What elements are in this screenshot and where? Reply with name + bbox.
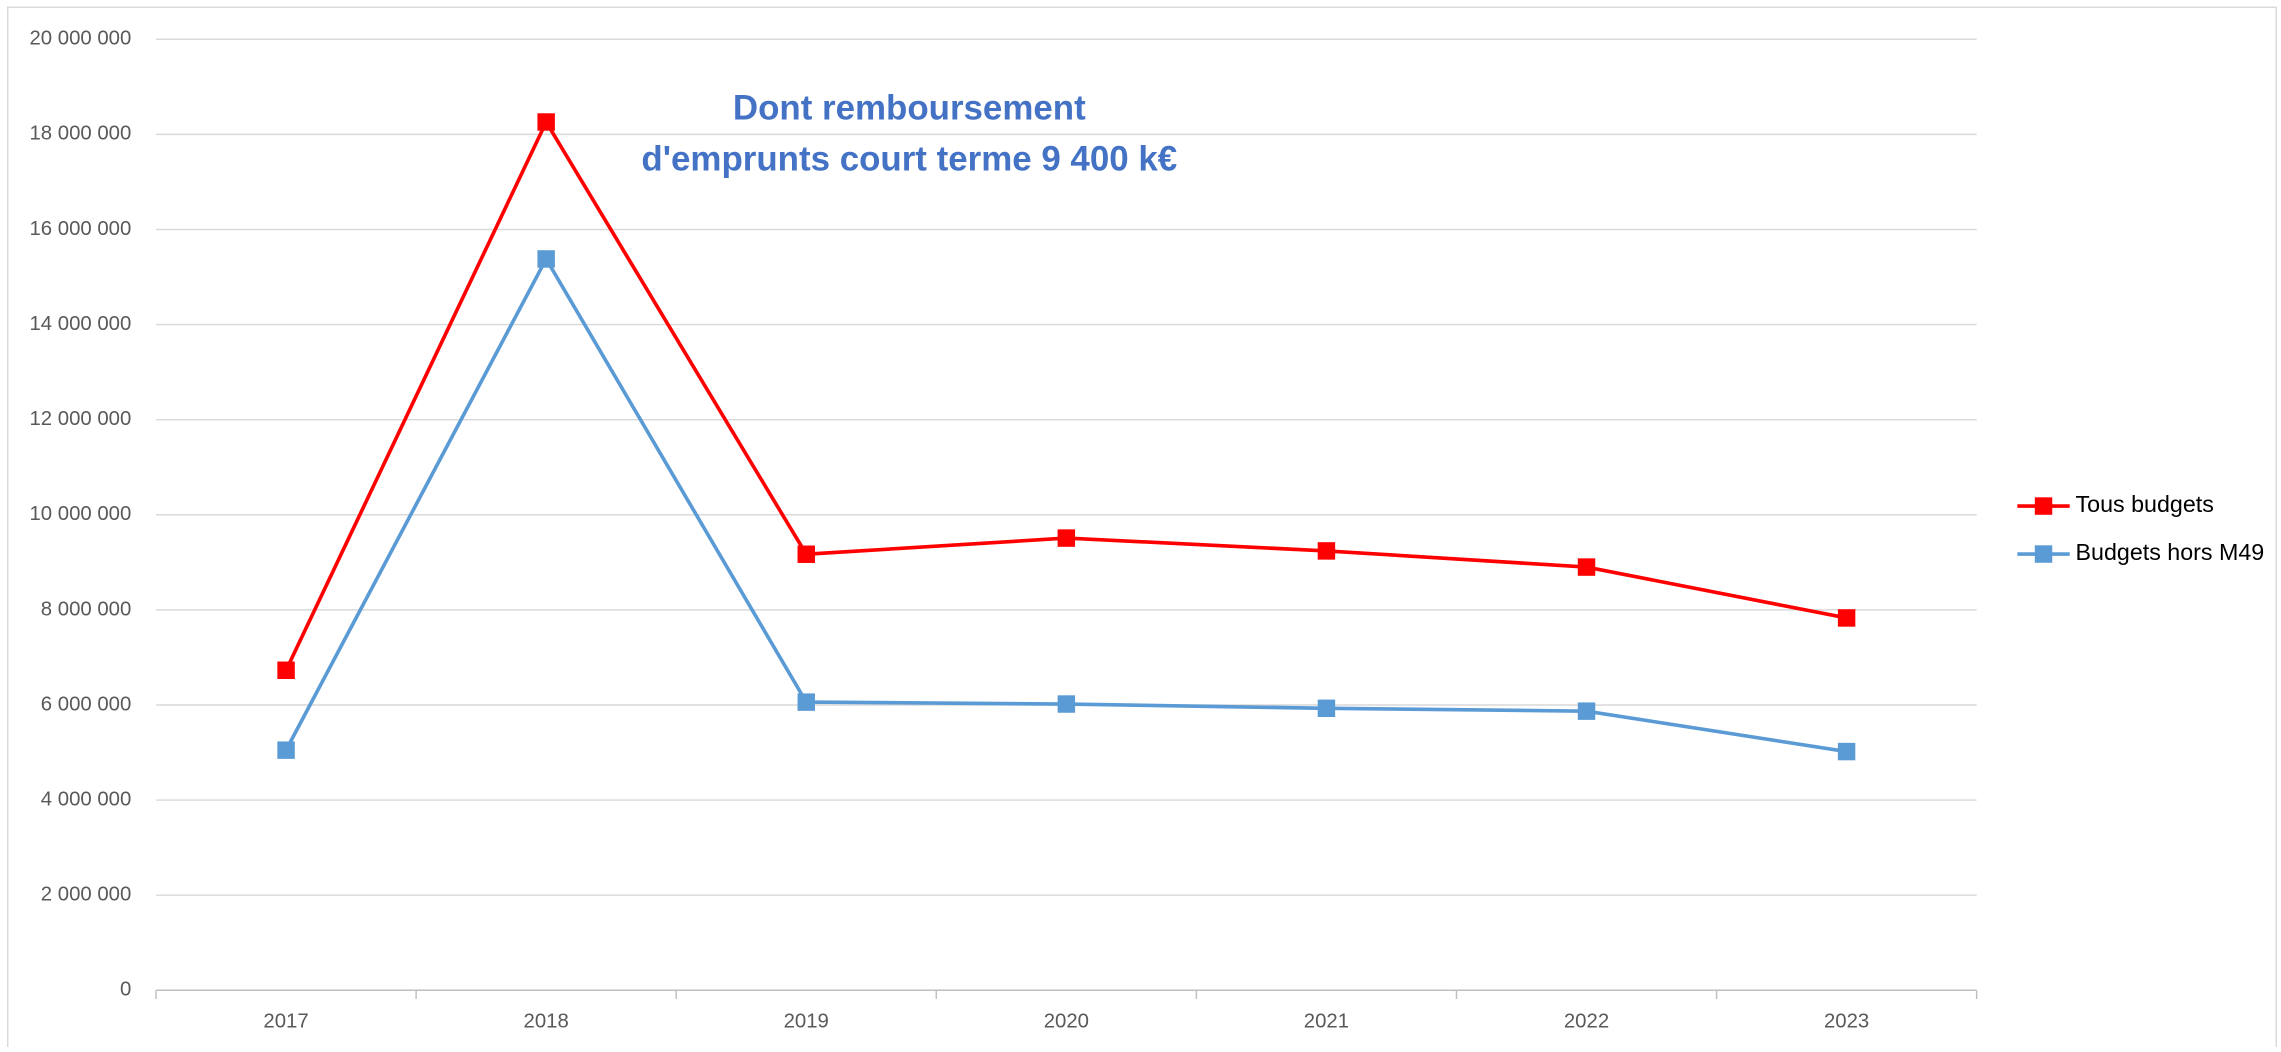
point-marker (1837, 742, 1856, 761)
point-marker (1837, 609, 1856, 627)
point-marker (1577, 702, 1596, 720)
point-marker (1317, 542, 1336, 560)
y-tick-label: 18 000 000 (29, 123, 131, 145)
x-tick-label: 2018 (524, 1011, 569, 1033)
point-marker (797, 545, 815, 563)
y-tick-label: 10 000 000 (29, 503, 131, 525)
point-marker (537, 250, 555, 268)
x-tick-label: 2023 (1824, 1011, 1869, 1033)
point-marker (1317, 699, 1336, 718)
point-marker (1057, 529, 1076, 547)
x-tick-label: 2020 (1044, 1011, 1089, 1033)
annotation: Dont remboursement (733, 89, 1086, 128)
y-tick-label: 16 000 000 (29, 218, 131, 240)
x-tick-label: 2017 (263, 1011, 308, 1033)
series-line (284, 118, 1847, 672)
point-marker (537, 113, 555, 131)
chart-border (6, 6, 2277, 1052)
legend-label: Tous budgets (2076, 491, 2214, 517)
point-marker (277, 661, 295, 679)
legend-marker (2034, 497, 2053, 515)
point-marker (797, 693, 815, 711)
x-tick-label: 2019 (784, 1011, 829, 1033)
legend-marker (2034, 545, 2053, 563)
y-tick-label: 12 000 000 (29, 408, 131, 430)
y-tick-label: 0 (120, 979, 131, 1001)
x-tick-label: 2022 (1564, 1011, 1609, 1033)
series-line (284, 255, 1847, 754)
y-tick-label: 20 000 000 (29, 28, 131, 50)
y-tick-label: 8 000 000 (41, 598, 132, 620)
x-tick-label: 2021 (1304, 1011, 1349, 1033)
annotation: d'emprunts court terme 9 400 k€ (641, 140, 1177, 179)
point-marker (277, 741, 295, 759)
y-tick-label: 14 000 000 (29, 313, 131, 335)
point-marker (1577, 558, 1596, 576)
y-tick-label: 2 000 000 (41, 884, 132, 906)
y-tick-label: 6 000 000 (41, 693, 132, 715)
legend-label: Budgets hors M49 (2076, 539, 2265, 565)
point-marker (1057, 695, 1076, 713)
y-tick-label: 4 000 000 (41, 788, 132, 810)
